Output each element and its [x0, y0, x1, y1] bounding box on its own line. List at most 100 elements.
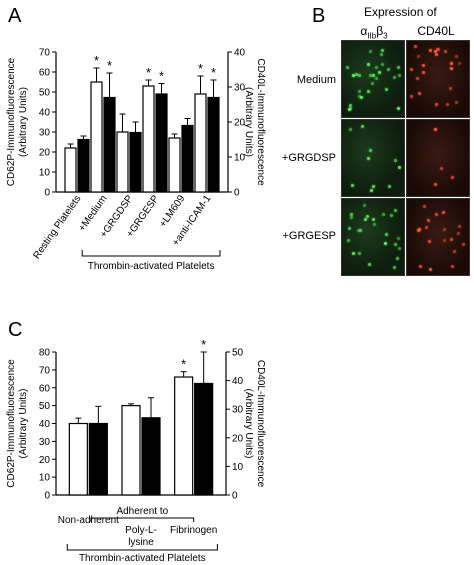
fluorescent-spot	[421, 70, 425, 74]
fluorescent-spot	[398, 166, 402, 170]
bar-open	[116, 131, 129, 193]
fluorescent-spot	[347, 107, 351, 111]
left-tick-label: 60	[39, 68, 51, 79]
beta-subscript: 3	[383, 31, 388, 41]
right-tick-label: 20	[232, 433, 244, 444]
fluorescent-spot	[351, 251, 355, 255]
panel-b-col-cd40l-label: CD40L	[417, 24, 455, 38]
fluorescent-spot	[448, 87, 452, 91]
group-label: Thrombin-activated Platelets	[79, 553, 206, 564]
fluorescent-spot	[387, 185, 391, 189]
micrograph-grgdsp-cd40l	[406, 119, 470, 197]
fluorescent-spot	[456, 232, 460, 235]
alpha-glyph: α	[360, 24, 368, 38]
bar-filled	[207, 96, 220, 193]
left-tick-label: 0	[44, 491, 50, 502]
left-tick-label: 20	[39, 455, 51, 466]
bar-open	[174, 376, 194, 496]
fluorescent-spot	[389, 214, 393, 218]
bar-filled	[155, 93, 168, 193]
left-tick-label: 0	[44, 188, 50, 199]
right-tick-label: 50	[232, 348, 244, 359]
fluorescent-spot	[359, 96, 363, 100]
fluorescent-spot	[396, 256, 400, 260]
bar-filled	[103, 96, 116, 193]
category-label-line: Poly-L-	[125, 525, 157, 536]
bar-filled	[181, 124, 194, 193]
category-label-line: Fibrinogen	[170, 525, 217, 536]
significance-star: *	[211, 65, 216, 80]
right-axis-title: CD40L-Immunofluorescence(Arbitrary Units…	[243, 360, 266, 488]
left-axis-title-line: CD62P-Immunofluorescence	[6, 57, 17, 186]
significance-star: *	[159, 69, 164, 84]
fluorescent-spot	[417, 55, 421, 59]
fluorescent-spot	[367, 156, 371, 160]
fluorescent-spot	[458, 61, 462, 65]
bar-open	[168, 137, 181, 193]
group-label: Thrombin-activated Platelets	[88, 261, 215, 272]
fluorescent-spot	[394, 242, 397, 246]
fluorescent-spot	[433, 183, 437, 186]
right-tick-label: 20	[234, 118, 246, 129]
fluorescent-spot	[377, 71, 381, 75]
beta-glyph: β	[376, 24, 384, 38]
bar-open	[90, 81, 103, 193]
bar-filled	[194, 382, 214, 496]
category-label-line: Non-adherent	[58, 515, 119, 526]
left-axis-title: CD62P-Immunofluorescence(Arbitrary Units…	[6, 57, 29, 186]
fluorescent-spot	[428, 268, 432, 272]
right-axis-title: CD40L-Immunofluorescence(Arbitrary Units…	[243, 58, 266, 186]
right-tick-label: 40	[234, 48, 246, 59]
category-label: Poly-L-lysine	[125, 525, 157, 548]
left-tick-label: 40	[39, 108, 51, 119]
fluorescent-spot	[381, 213, 385, 217]
significance-star: *	[198, 61, 203, 76]
alpha-subscript: IIb	[367, 31, 377, 41]
left-tick-label: 50	[39, 401, 51, 412]
bar-open	[194, 93, 207, 193]
fluorescent-spot	[349, 106, 353, 110]
fluorescent-spot	[347, 227, 351, 231]
fluorescent-spot	[369, 50, 373, 54]
fluorescent-spot	[450, 176, 454, 180]
fluorescent-spot	[357, 89, 361, 93]
fluorescent-spot	[349, 213, 353, 217]
fluorescent-spot	[439, 167, 443, 171]
fluorescent-spot	[398, 74, 402, 78]
category-label: Fibrinogen	[170, 525, 217, 536]
significance-star: *	[146, 65, 151, 80]
fluorescent-spot	[361, 125, 365, 128]
fluorescent-spot	[450, 264, 454, 268]
fluorescent-spot	[384, 242, 388, 245]
right-tick-label: 30	[234, 83, 246, 94]
fluorescent-spot	[410, 68, 414, 72]
fluorescent-spot	[426, 218, 430, 222]
fluorescent-spot	[457, 225, 461, 229]
fluorescent-spot	[452, 250, 456, 254]
bar-open	[142, 85, 155, 193]
fluorescent-spot	[423, 205, 427, 209]
fluorescent-spot	[418, 264, 422, 268]
left-tick-label: 40	[39, 419, 51, 430]
fluorescent-spot	[393, 209, 397, 213]
category-label-line: lysine	[128, 537, 154, 548]
left-axis-title-line: (Arbitrary Units)	[18, 388, 29, 458]
fluorescent-spot	[351, 184, 355, 188]
fluorescent-spot	[454, 55, 458, 59]
fluorescent-spot	[410, 95, 414, 99]
fluorescent-spot	[434, 212, 438, 216]
fluorescent-spot	[355, 72, 359, 76]
fluorescent-spot	[357, 228, 361, 232]
right-tick-label: 0	[234, 188, 240, 199]
micrograph-medium-cd40l	[406, 40, 470, 118]
right-tick-label: 40	[232, 376, 244, 387]
fluorescent-spot	[422, 64, 426, 68]
fluorescent-spot	[371, 217, 375, 221]
fluorescent-spot	[371, 184, 375, 188]
fluorescent-spot	[398, 246, 402, 250]
right-tick-label: 10	[232, 462, 244, 473]
micrograph-medium-integrin	[341, 40, 405, 118]
fluorescent-spot	[371, 73, 375, 77]
fluorescent-spot	[415, 76, 419, 80]
fluorescent-spot	[454, 101, 458, 105]
